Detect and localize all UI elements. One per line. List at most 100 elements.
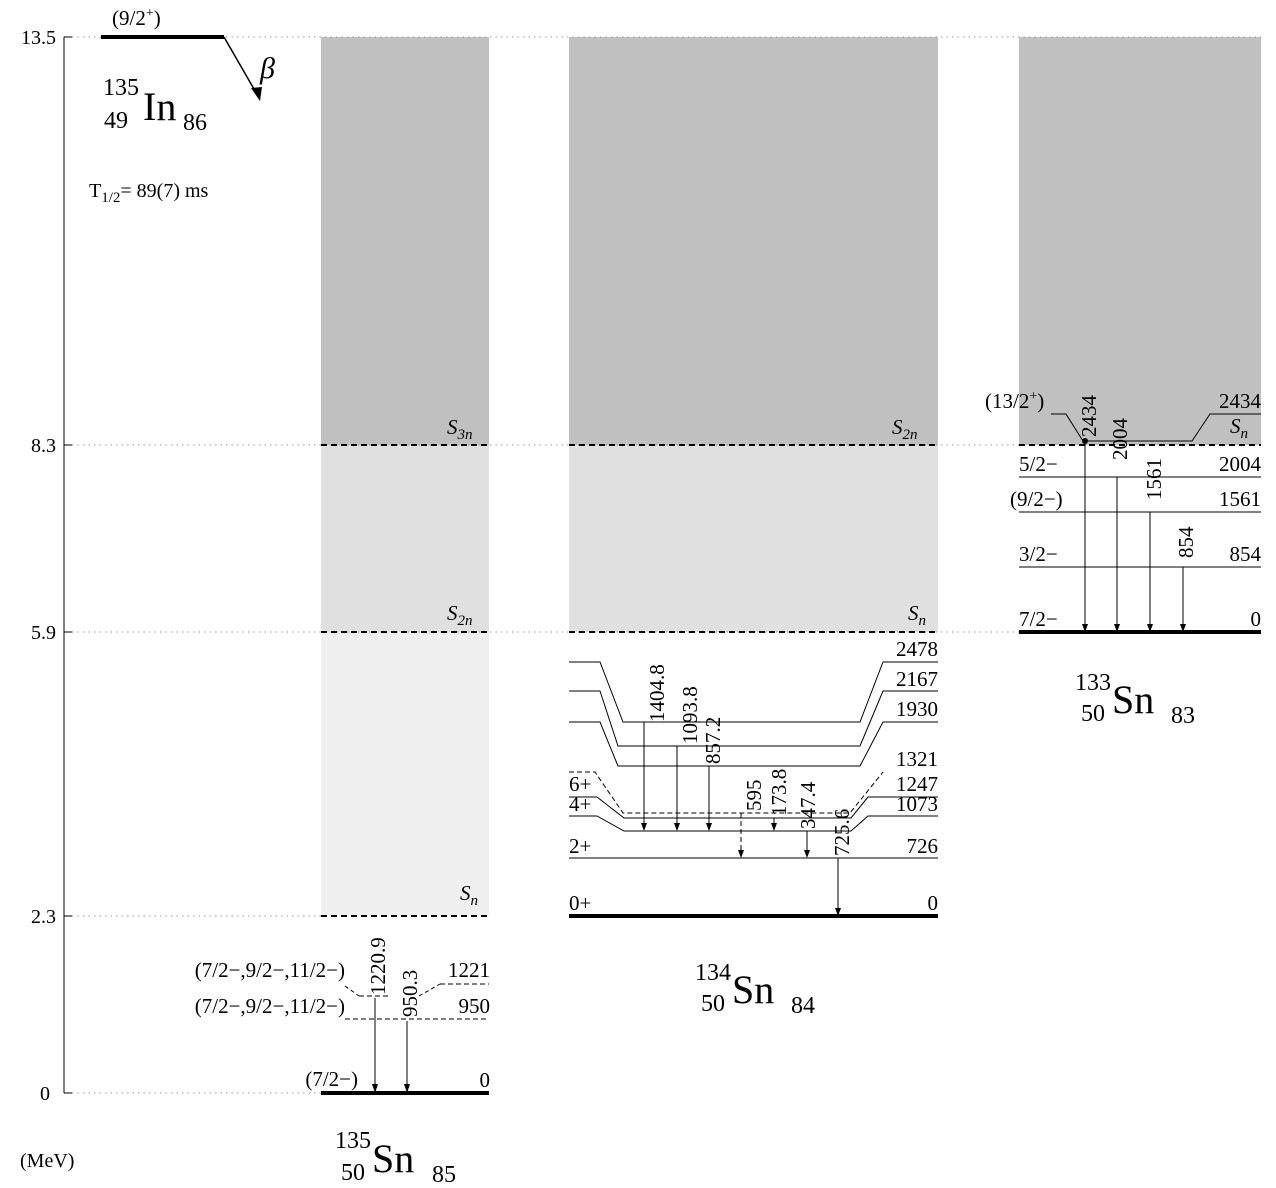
sn135-scheme: S3n S2n Sn 0 950 1221 (7/2−) (7/2−,9/2−,… (195, 415, 490, 1188)
sn135-nucleus-mass: 135 (335, 1128, 371, 1154)
sn134-energy-1930: 1930 (896, 697, 938, 721)
sn133-sn-label: Sn (1230, 414, 1248, 442)
sn135-s3n-label: S3n (447, 415, 473, 443)
parent-nucleus-symbol: In (143, 84, 176, 129)
sn134-spin-1247: 6+ (569, 772, 591, 796)
sn133-nucleus-symbol: Sn (1112, 677, 1154, 722)
sn135-gamma-950-head (404, 1084, 410, 1093)
sn134-region-sn-s2n (569, 445, 938, 632)
sn134-region-above-s2n (569, 37, 938, 445)
sn134-gamma-label-1404: 1404.8 (645, 664, 669, 722)
sn133-nucleus-z: 50 (1081, 701, 1105, 727)
sn134-gamma-heads (641, 823, 841, 916)
sn135-region-s2n-s3n (321, 445, 489, 632)
sn135-nucleus-n: 85 (432, 1162, 456, 1188)
sn134-gamma-label-1093: 1093.8 (678, 686, 702, 744)
sn133-region-above-sn (1019, 37, 1261, 445)
sn134-level-1321 (569, 771, 884, 814)
sn134-gamma-label-173: 173.8 (767, 769, 791, 816)
sn134-gamma-label-857: 857.2 (701, 717, 725, 764)
sn134-level-1930 (569, 721, 938, 767)
sn134-level-2478 (569, 661, 938, 723)
sn134-gamma-label-347: 347.4 (796, 781, 820, 829)
sn135-gamma-label-950: 950.3 (398, 970, 422, 1017)
sn135-sn-label: Sn (460, 881, 478, 909)
sn133-scheme: Sn 2434 2004 1561 854 0 (13/2+) 5/2− (9/… (985, 389, 1262, 729)
sn133-energy-2434: 2434 (1219, 389, 1262, 413)
axis-tick-label: 2.3 (31, 906, 56, 928)
sn135-level-1221-connector (344, 985, 360, 997)
sn133-gammas (1084, 441, 1184, 626)
dotted-guides (72, 36, 1261, 1094)
sn134-gammas (643, 722, 839, 910)
sn135-nucleus-z: 50 (341, 1160, 365, 1186)
sn135-gamma-1220-head (372, 1084, 378, 1093)
axis-tick-label: 13.5 (21, 27, 56, 49)
beta-label: β (259, 52, 275, 85)
sn134-gamma-label-595: 595 (742, 780, 766, 812)
axis-ticks (64, 36, 72, 1094)
sn135-spin-1221: (7/2−,9/2−,11/2−) (195, 958, 345, 982)
sn133-spin-1561: (9/2−) (1010, 487, 1063, 511)
sn134-nucleus-symbol: Sn (732, 967, 774, 1012)
sn135-spin-0: (7/2−) (305, 1067, 358, 1091)
parent-spin: (9/2+) (112, 6, 161, 30)
sn133-nucleus-mass: 133 (1075, 670, 1111, 696)
sn134-spin-1073: 4+ (569, 792, 591, 816)
sn135-region-sn-s2n (321, 632, 489, 916)
sn134-nucleus-mass: 134 (695, 960, 731, 986)
sn133-nucleus-n: 83 (1171, 703, 1195, 729)
sn134-scheme: S2n Sn 2478 2167 1930 1321 1247 1073 726… (569, 415, 938, 1019)
sn135-level-1221-connector-right (418, 983, 441, 997)
sn134-spin-726: 2+ (569, 834, 591, 858)
axis-tick-label: 0 (40, 1083, 50, 1105)
sn135-energy-950: 950 (459, 994, 491, 1018)
sn134-energy-1321: 1321 (896, 747, 938, 771)
sn133-energy-1561: 1561 (1219, 487, 1261, 511)
parent-halflife: T1/2= 89(7) ms (89, 180, 209, 206)
sn134-energy-1073: 1073 (896, 792, 938, 816)
sn133-energy-854: 854 (1230, 542, 1262, 566)
sn134-level-1073 (569, 815, 938, 832)
sn133-spin-0: 7/2− (1019, 607, 1058, 631)
beta-decay-arrow (223, 36, 259, 97)
sn134-level-1247 (569, 796, 938, 819)
parent-nucleus-n: 86 (183, 110, 207, 136)
sn135-spin-950: (7/2−,9/2−,11/2−) (195, 994, 345, 1018)
sn133-energy-0: 0 (1251, 607, 1262, 631)
sn135-energy-1221: 1221 (448, 958, 490, 982)
parent-nucleus-z: 49 (104, 108, 128, 134)
sn133-gamma-label-854: 854 (1174, 526, 1198, 558)
sn133-gamma-heads (1082, 624, 1186, 632)
sn134-nucleus-n: 84 (791, 993, 815, 1019)
sn133-gamma-label-2004: 2004 (1108, 418, 1132, 461)
sn135-energy-0: 0 (480, 1068, 491, 1092)
sn133-spin-854: 3/2− (1019, 542, 1058, 566)
sn133-gamma-label-1561: 1561 (1142, 458, 1166, 500)
sn134-spin-0: 0+ (569, 891, 591, 915)
axis-tick-label: 5.9 (31, 622, 56, 644)
sn133-level-2434 (1051, 413, 1261, 442)
sn135-nucleus-symbol: Sn (372, 1136, 414, 1181)
sn133-gamma-label-2434: 2434 (1077, 395, 1101, 438)
sn134-energy-2167: 2167 (896, 667, 938, 691)
beta-arrow-head (251, 87, 262, 101)
sn134-energy-726: 726 (907, 834, 939, 858)
sn134-gamma-label-725: 725.6 (830, 809, 854, 856)
axis-unit: (MeV) (20, 1150, 74, 1172)
axis-tick-label: 8.3 (31, 435, 56, 457)
sn134-level-2167 (569, 690, 938, 747)
sn135-s2n-label: S2n (447, 601, 473, 629)
sn135-gamma-label-1220: 1220.9 (366, 937, 390, 995)
sn134-energy-2478: 2478 (896, 637, 938, 661)
parent-nucleus-mass: 135 (103, 75, 139, 101)
sn134-energy-1247: 1247 (896, 772, 938, 796)
sn134-sn-label: Sn (908, 601, 926, 629)
sn133-spin-2434: (13/2+) (985, 389, 1044, 413)
sn133-energy-2004: 2004 (1219, 452, 1262, 476)
sn134-nucleus-z: 50 (701, 991, 725, 1017)
sn134-energy-0: 0 (928, 891, 939, 915)
sn135-region-above-s3n (321, 37, 489, 445)
